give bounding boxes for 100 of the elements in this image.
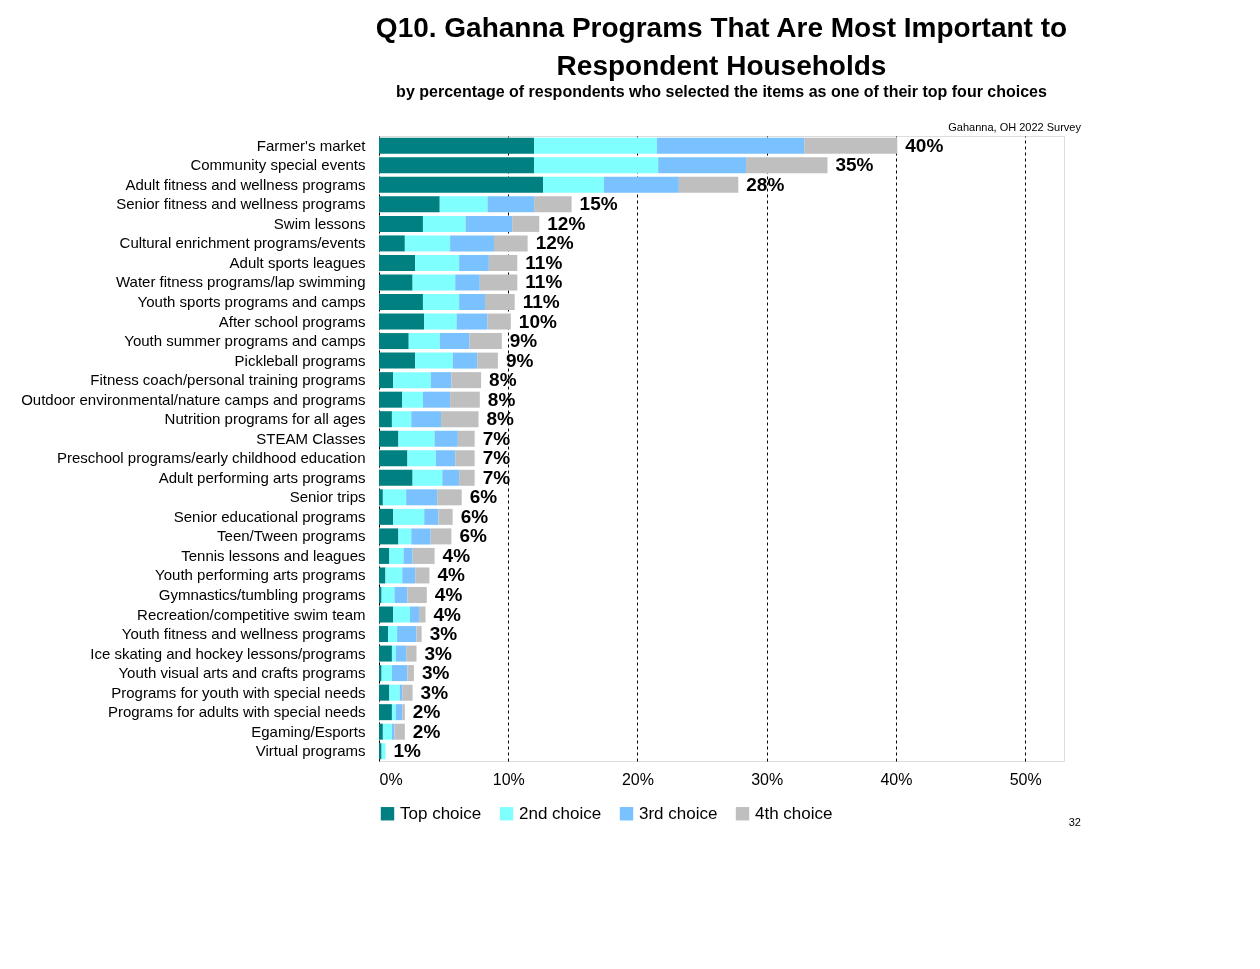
bar: [408, 333, 440, 350]
bar: [410, 606, 420, 623]
bar: [488, 254, 518, 271]
text: 32: [1068, 816, 1081, 828]
bar: [379, 176, 544, 193]
bar: [459, 469, 475, 486]
total-label: 15%: [579, 193, 618, 215]
bar: [441, 411, 479, 428]
y-tick-label: Swim lessons: [273, 214, 366, 232]
bar: [397, 626, 417, 643]
bar: [412, 274, 456, 291]
y-tick-label: Youth sports programs and camps: [137, 293, 366, 311]
y-tick-label: Community special events: [190, 156, 366, 174]
total-label: 40%: [905, 134, 944, 156]
total-label: 8%: [486, 408, 515, 430]
total-label: 12%: [535, 232, 574, 254]
y-tick-label: Senior educational programs: [173, 507, 366, 525]
bar: [452, 352, 478, 369]
bar: [391, 645, 396, 662]
bar: [469, 333, 502, 350]
bar: [379, 567, 386, 584]
bar: [406, 489, 438, 506]
x-tick-label: 50%: [1009, 770, 1042, 788]
bar: [379, 489, 383, 506]
bar: [487, 313, 511, 330]
bar: [393, 372, 431, 389]
total-label: 4%: [433, 603, 462, 625]
x-tick-label: 0%: [379, 770, 403, 788]
bar: [379, 430, 399, 447]
bar: [381, 586, 395, 603]
bar: [395, 704, 403, 721]
bar: [412, 547, 435, 564]
y-tick-label: Gymnastics/tumbling programs: [158, 585, 366, 603]
y-tick-label: Youth fitness and wellness programs: [121, 625, 366, 643]
bar: [494, 235, 528, 252]
y-tick-label: After school programs: [218, 312, 366, 330]
bar: [403, 547, 413, 564]
total-label: 7%: [482, 466, 511, 488]
bar: [379, 157, 535, 174]
y-tick-label: Fitness coach/personal training programs: [90, 371, 366, 389]
total-label: 7%: [482, 427, 511, 449]
bar: [450, 235, 495, 252]
total-label: 6%: [469, 486, 498, 508]
bar: [465, 215, 513, 232]
total-label: 28%: [746, 173, 785, 195]
bar: [422, 391, 451, 408]
bar: [379, 352, 416, 369]
bar: [439, 196, 488, 213]
y-tick-label: STEAM Classes: [256, 429, 366, 447]
chart-subtitle: by percentage of respondents who selected the items as one of their top four choices: [396, 83, 1047, 100]
bar: [415, 254, 460, 271]
y-tick-label: Pickleball programs: [234, 351, 366, 369]
y-tick-label: Egaming/Esports: [251, 722, 366, 740]
bar: [412, 469, 443, 486]
y-tick-label: Senior trips: [289, 488, 366, 506]
bar: [450, 391, 480, 408]
total-label: 3%: [420, 681, 449, 703]
y-tick-label: Adult performing arts programs: [158, 468, 366, 486]
bar: [415, 567, 430, 584]
bar: [603, 176, 679, 193]
x-tick-label: 30%: [751, 770, 784, 788]
y-tick-label: Cultural enrichment programs/events: [119, 234, 366, 252]
x-tick-label: 20%: [621, 770, 655, 788]
y-tick-label: Recreation/competitive swim team: [137, 605, 366, 623]
bar: [379, 704, 392, 721]
bar: [398, 430, 435, 447]
bar: [379, 274, 413, 291]
bar: [379, 626, 389, 643]
bar: [379, 411, 392, 428]
bar: [459, 254, 489, 271]
bar: [411, 528, 431, 545]
y-tick-label: Programs for youth with special needs: [111, 683, 366, 701]
total-label: 2%: [412, 720, 441, 742]
bar: [379, 333, 409, 350]
bar: [455, 274, 480, 291]
total-label: 11%: [522, 291, 560, 313]
bar: [487, 196, 535, 213]
total-label: 3%: [421, 662, 450, 684]
total-label: 4%: [442, 544, 471, 566]
bar: [455, 450, 475, 467]
y-tick-label: Adult fitness and wellness programs: [125, 175, 366, 193]
legend-label: 4th choice: [755, 803, 833, 823]
y-tick-label: Tennis lessons and leagues: [181, 546, 366, 564]
y-tick-label: Youth performing arts programs: [155, 566, 366, 584]
total-label: 10%: [518, 310, 557, 332]
bar: [388, 626, 398, 643]
bar: [402, 704, 405, 721]
bar: [656, 137, 805, 154]
bar: [430, 528, 452, 545]
total-label: 2%: [412, 701, 441, 723]
x-tick-label: 40%: [880, 770, 913, 788]
bar: [379, 723, 383, 740]
y-tick-label: Preschool programs/early childhood education: [56, 449, 366, 467]
bar: [407, 586, 427, 603]
bar: [415, 352, 453, 369]
bar: [391, 411, 412, 428]
y-tick-label: Youth visual arts and crafts programs: [118, 664, 366, 682]
bar: [398, 528, 412, 545]
bar: [534, 157, 659, 174]
bar: [385, 567, 403, 584]
